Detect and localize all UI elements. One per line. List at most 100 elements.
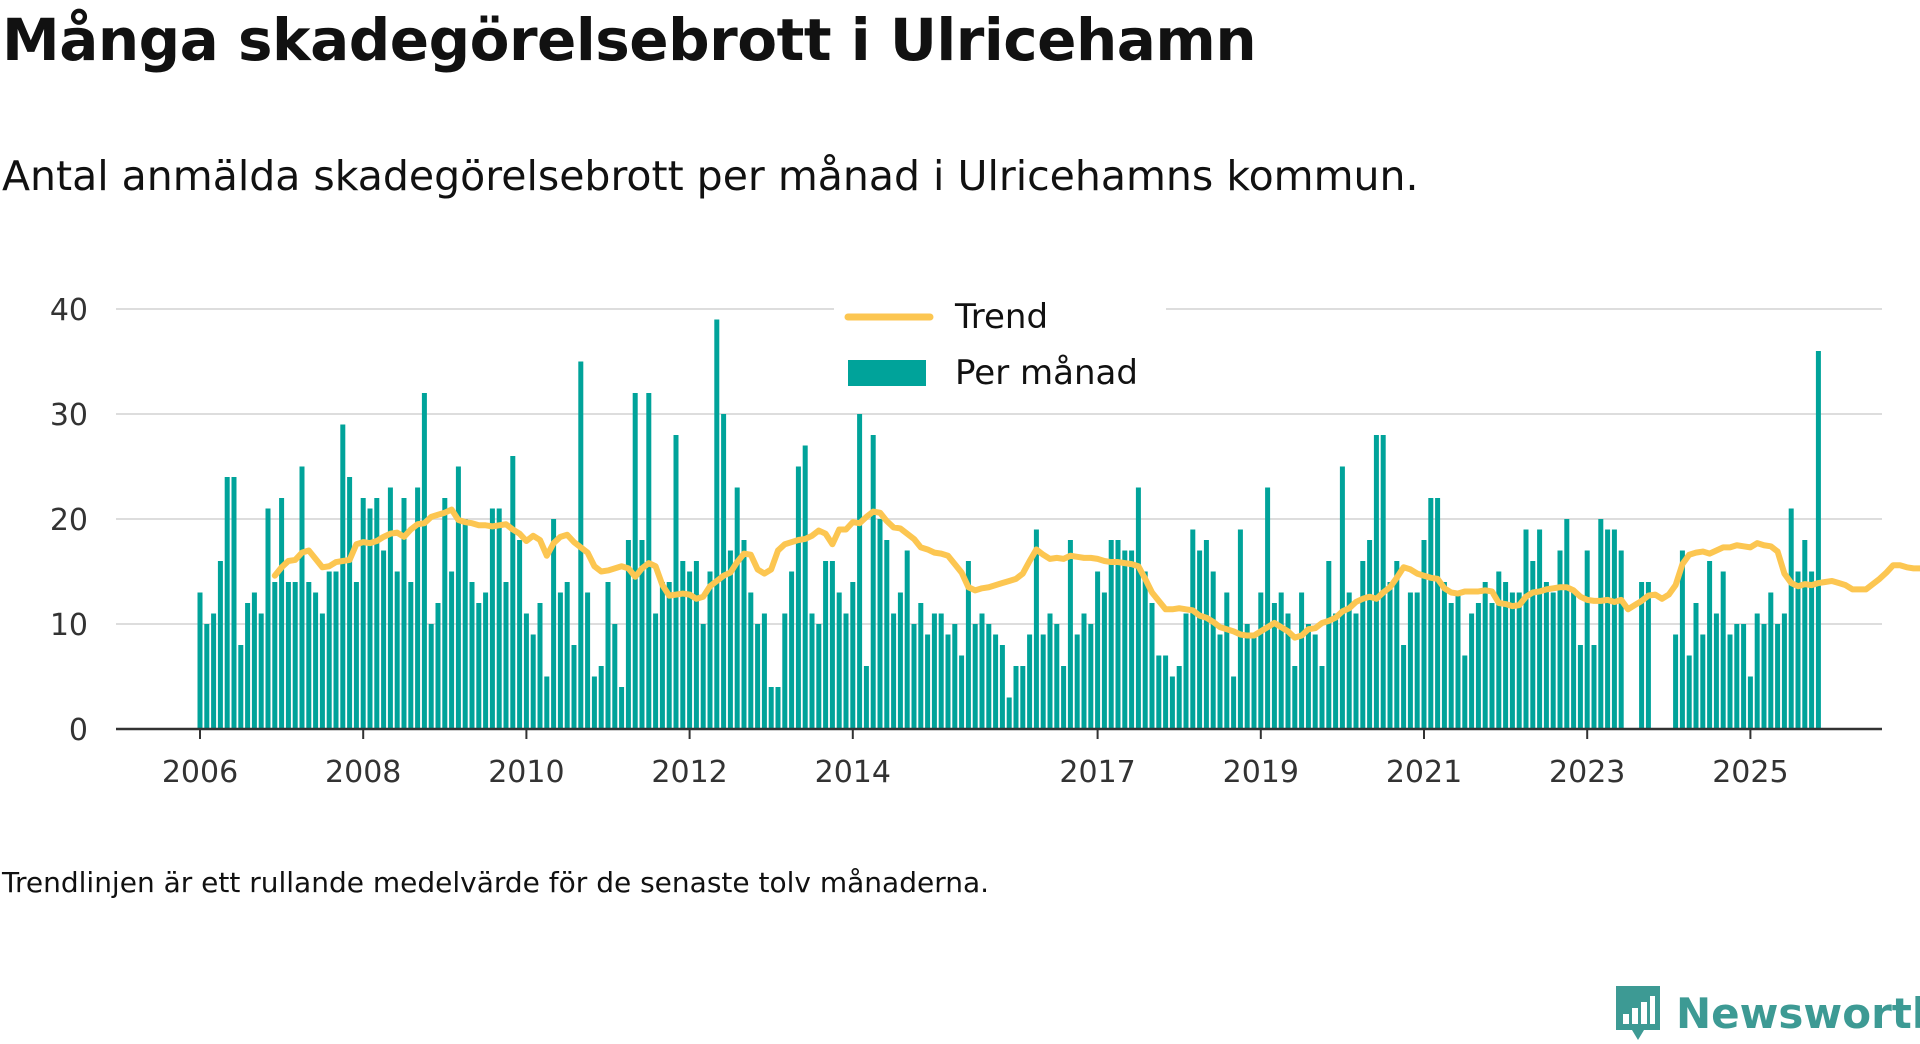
bar — [238, 645, 244, 729]
bar — [850, 582, 856, 729]
x-tick-label: 2006 — [162, 755, 238, 790]
bar — [1285, 613, 1291, 729]
bar — [659, 582, 665, 729]
bar — [843, 613, 849, 729]
bar — [421, 393, 427, 729]
bar — [1299, 592, 1305, 729]
trend-line — [271, 506, 1920, 641]
bar — [1747, 676, 1753, 729]
bar — [1571, 592, 1577, 729]
bar — [415, 487, 421, 729]
bar — [1754, 613, 1760, 729]
bar — [1231, 676, 1237, 729]
bar — [1013, 666, 1019, 729]
bar — [1319, 666, 1325, 729]
bar — [1516, 592, 1522, 729]
bar — [857, 414, 863, 729]
x-tick-label: 2010 — [488, 755, 564, 790]
bar — [401, 498, 407, 729]
bar — [1163, 655, 1169, 729]
bar — [1761, 624, 1767, 729]
bar — [591, 676, 597, 729]
bar — [1720, 571, 1726, 729]
bar — [1611, 529, 1617, 729]
bar — [435, 603, 441, 729]
bar — [313, 592, 319, 729]
bar — [1305, 624, 1311, 729]
bar — [496, 508, 502, 729]
bar — [904, 550, 910, 729]
bar — [816, 624, 822, 729]
bar — [483, 592, 489, 729]
bar — [347, 477, 353, 729]
bar — [211, 613, 217, 729]
bar — [721, 414, 727, 729]
x-tick-label: 2012 — [651, 755, 727, 790]
bar — [1768, 592, 1774, 729]
bar — [557, 592, 563, 729]
bar — [1312, 634, 1318, 729]
bar — [1224, 592, 1230, 729]
bar — [1190, 529, 1196, 729]
bar — [877, 519, 883, 729]
bar — [700, 624, 706, 729]
bar — [360, 498, 366, 729]
bar — [1360, 561, 1366, 729]
bar — [537, 603, 543, 729]
bar — [734, 487, 740, 729]
bar — [925, 634, 931, 729]
bar — [789, 571, 795, 729]
bar — [1271, 603, 1277, 729]
bar — [523, 613, 529, 729]
bar — [1373, 435, 1379, 729]
bar — [1047, 613, 1053, 729]
bar — [1197, 550, 1203, 729]
y-tick-label: 40 — [50, 293, 88, 328]
bar — [1278, 592, 1284, 729]
bar — [931, 613, 937, 729]
bar — [1421, 540, 1427, 729]
bar — [333, 571, 339, 729]
bar — [802, 445, 808, 729]
bar — [381, 550, 387, 729]
bar — [1142, 571, 1148, 729]
bar — [952, 624, 958, 729]
bar — [1489, 603, 1495, 729]
bar — [823, 561, 829, 729]
bar — [965, 561, 971, 729]
bar — [1795, 571, 1801, 729]
bar — [863, 666, 869, 729]
bar — [666, 582, 672, 729]
legend: Trend Per månad — [834, 282, 1166, 400]
bar — [1258, 592, 1264, 729]
legend-bars-label: Per månad — [955, 353, 1138, 393]
bar — [217, 561, 223, 729]
bar — [387, 487, 393, 729]
bar — [197, 592, 203, 729]
bar — [1428, 498, 1434, 729]
bar — [619, 687, 625, 729]
x-tick-label: 2008 — [325, 755, 401, 790]
bar — [245, 603, 251, 729]
bar — [1367, 540, 1373, 729]
bar — [1108, 540, 1114, 729]
bar — [1122, 550, 1128, 729]
y-tick-label: 20 — [50, 503, 88, 538]
bar — [1809, 571, 1815, 729]
x-tick-label: 2025 — [1712, 755, 1788, 790]
bar — [1577, 645, 1583, 729]
bar — [1101, 592, 1107, 729]
bar — [755, 624, 761, 729]
bar — [551, 519, 557, 729]
bar — [510, 456, 516, 729]
bar — [1462, 655, 1468, 729]
bar — [1707, 561, 1713, 729]
bar — [1713, 613, 1719, 729]
bar — [1700, 634, 1706, 729]
bar — [1469, 613, 1475, 729]
bar — [1407, 592, 1413, 729]
bar — [1292, 666, 1298, 729]
bar — [258, 613, 264, 729]
bar — [775, 687, 781, 729]
bar — [1027, 634, 1033, 729]
